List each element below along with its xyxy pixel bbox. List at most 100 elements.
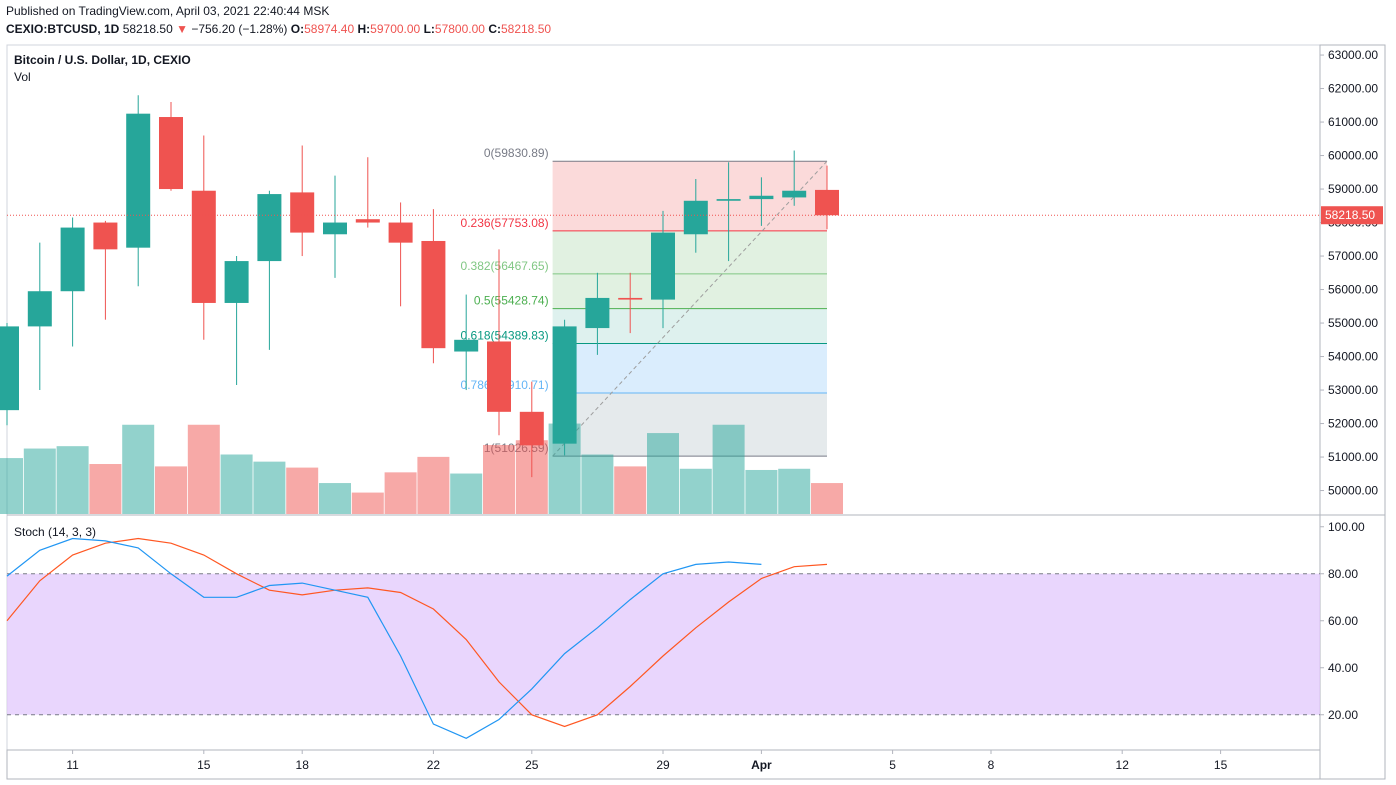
symbol-label[interactable]: CEXIO:BTCUSD, 1D xyxy=(6,22,120,36)
stoch-legend[interactable]: Stoch (14, 3, 3) xyxy=(14,525,97,539)
candle-body xyxy=(487,341,511,412)
fib-level-label: 0.236(57753.08) xyxy=(461,216,549,230)
published-info: Published on TradingView.com, April 03, … xyxy=(6,4,330,18)
time-axis-label: 12 xyxy=(1116,758,1130,772)
price-change: −756.20 (−1.28%) xyxy=(191,22,288,36)
candle-body xyxy=(257,194,282,262)
price-axis-frame xyxy=(1319,44,1386,780)
candle-body xyxy=(27,291,52,327)
price-axis-label: 61000.00 xyxy=(1328,115,1378,129)
candle-body xyxy=(749,195,774,200)
volume-bar xyxy=(647,433,679,514)
volume-bar xyxy=(155,466,187,514)
low-value: 57800.00 xyxy=(434,22,485,36)
candle-body xyxy=(782,190,807,198)
price-axis-label: 51000.00 xyxy=(1328,450,1378,464)
fib-level-label: 0.5(55428.74) xyxy=(474,294,549,308)
main-pane-title[interactable]: Bitcoin / U.S. Dollar, 1D, CEXIO xyxy=(14,53,191,67)
candle-body xyxy=(716,199,741,201)
volume-bar xyxy=(614,466,647,514)
candle-body xyxy=(93,222,118,250)
stoch-axis-label: 20.00 xyxy=(1328,708,1358,722)
price-axis-label: 63000.00 xyxy=(1328,48,1378,62)
candle-body xyxy=(224,261,249,303)
time-axis-label: 18 xyxy=(296,758,310,772)
volume-bar xyxy=(220,454,253,514)
current-price-badge xyxy=(1321,206,1383,225)
volume-bar xyxy=(712,424,745,514)
volume-bar xyxy=(811,483,843,514)
stoch-band xyxy=(7,573,1320,715)
fib-level-label: 0.382(56467.65) xyxy=(461,259,549,273)
volume-bar xyxy=(23,448,56,514)
volume-bar xyxy=(384,472,417,514)
fib-level-label: 0.618(54389.83) xyxy=(461,328,549,342)
volume-bar xyxy=(56,446,89,514)
volume-bar xyxy=(253,461,286,514)
candle-body xyxy=(388,222,413,243)
volume-bar xyxy=(417,456,450,514)
volume-bar xyxy=(187,424,220,514)
price-axis-label: 50000.00 xyxy=(1328,484,1378,498)
time-axis-label: 11 xyxy=(66,758,79,772)
price-axis-label: 56000.00 xyxy=(1328,283,1378,297)
candle-body xyxy=(323,222,347,235)
candle-body xyxy=(421,240,446,349)
volume-bar xyxy=(450,473,483,514)
close-value: 58218.50 xyxy=(500,22,552,36)
stoch-axis-label: 80.00 xyxy=(1328,567,1358,581)
candle-body xyxy=(290,192,315,233)
fib-level-label: 0(59830.89) xyxy=(484,146,549,160)
volume-bar xyxy=(319,483,351,514)
candle-body xyxy=(126,113,151,248)
candle-body xyxy=(618,297,643,300)
volume-legend[interactable]: Vol xyxy=(14,70,31,84)
price-axis-label: 52000.00 xyxy=(1328,417,1378,431)
time-axis-label: 5 xyxy=(889,758,896,772)
candle-body xyxy=(585,297,610,329)
price-axis-label: 60000.00 xyxy=(1328,149,1378,163)
stoch-axis-label: 60.00 xyxy=(1328,614,1358,628)
candle-body xyxy=(552,326,577,444)
volume-bar xyxy=(679,468,712,514)
high-value: 59700.00 xyxy=(370,22,421,36)
candle-body xyxy=(815,189,839,216)
candle-body xyxy=(159,117,183,190)
volume-bar xyxy=(581,454,614,514)
price-axis-label: 62000.00 xyxy=(1328,82,1378,96)
fib-zone xyxy=(552,230,827,274)
volume-bar xyxy=(0,458,23,514)
candle-body xyxy=(0,326,19,411)
fib-zone xyxy=(552,343,827,394)
time-axis-label: 22 xyxy=(427,758,441,772)
price-axis-label: 54000.00 xyxy=(1328,350,1378,364)
fib-zone xyxy=(552,393,827,457)
open-label: O: xyxy=(290,22,305,36)
volume-bar xyxy=(351,492,384,514)
candle-body xyxy=(683,200,708,235)
stoch-k-line xyxy=(6,537,762,739)
last-price: 58218.50 xyxy=(122,22,173,36)
time-axis-label: Apr xyxy=(751,758,772,772)
high-label: H: xyxy=(357,22,371,36)
stoch-axis-label: 100.00 xyxy=(1328,520,1365,534)
time-axis-label: 25 xyxy=(525,758,539,772)
candle-body xyxy=(651,232,675,300)
price-axis-label: 59000.00 xyxy=(1328,182,1378,196)
open-value: 58974.40 xyxy=(304,22,355,36)
volume-bar xyxy=(778,468,811,514)
candle-body xyxy=(60,227,85,292)
price-axis-label: 57000.00 xyxy=(1328,249,1378,263)
time-axis-label: 15 xyxy=(1214,758,1228,772)
volume-bar xyxy=(745,469,778,514)
time-axis-label: 15 xyxy=(197,758,211,772)
change-arrow-icon: ▼ xyxy=(176,22,188,36)
ohlc-bar: CEXIO:BTCUSD, 1D 58218.50 ▼ −756.20 (−1.… xyxy=(6,22,551,36)
low-label: L: xyxy=(423,22,435,36)
candle-body xyxy=(519,411,544,446)
volume-bar xyxy=(286,467,319,514)
price-axis-label: 53000.00 xyxy=(1328,383,1378,397)
current-price-label: 58218.50 xyxy=(1325,208,1375,222)
candle-body xyxy=(355,219,380,223)
